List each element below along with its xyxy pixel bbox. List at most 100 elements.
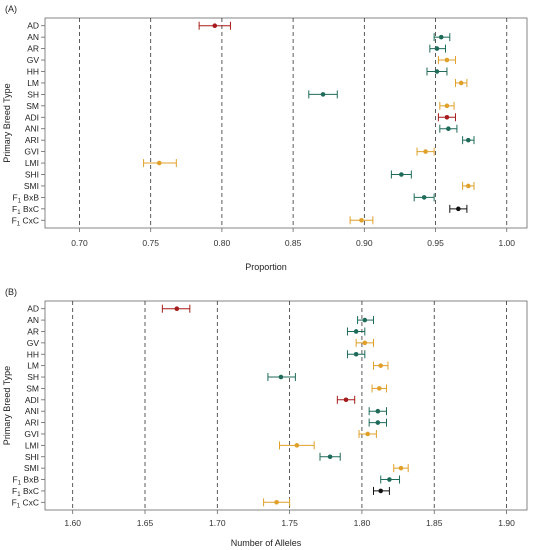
y-tick-label: F1 BxB <box>13 192 40 204</box>
data-point-sh <box>308 90 338 99</box>
y-tick-label: AD <box>27 21 39 31</box>
point-marker <box>399 172 404 177</box>
y-tick-label: GVI <box>24 429 39 439</box>
point-marker <box>376 386 382 391</box>
data-point-ad <box>198 21 231 30</box>
data-point-sh <box>267 373 296 382</box>
data-point-f1-bxb <box>380 475 401 484</box>
x-tick-label: 1.75 <box>281 518 298 528</box>
data-point-shi <box>319 452 341 461</box>
data-point-f1-bxb <box>413 193 435 202</box>
point-marker <box>423 149 428 154</box>
data-point-f1-cxc <box>349 216 374 225</box>
y-tick-label: F1 CxC <box>12 497 39 509</box>
point-marker <box>156 160 162 166</box>
data-point-smi <box>462 181 475 190</box>
data-point-lm <box>372 361 389 370</box>
x-tick-label: 1.70 <box>209 518 226 528</box>
y-tick-label: ADI <box>25 395 39 405</box>
y-tick-label: SMI <box>24 181 39 191</box>
point-marker <box>174 306 180 311</box>
data-point-f1-cxc <box>263 498 291 507</box>
x-tick-label: 1.80 <box>354 518 371 528</box>
plot-frame <box>44 17 528 229</box>
data-point-hh <box>426 67 448 76</box>
point-marker <box>365 431 371 437</box>
y-tick-label: SHI <box>25 452 39 462</box>
y-tick-label: AN <box>27 315 39 325</box>
point-marker <box>294 443 300 448</box>
data-point-ani <box>368 407 388 416</box>
data-point-gv <box>355 338 374 347</box>
point-marker <box>375 408 381 414</box>
data-point-an <box>433 33 451 42</box>
point-marker <box>444 114 450 120</box>
data-point-ari <box>462 136 475 145</box>
data-point-an <box>357 316 374 325</box>
point-marker <box>434 69 440 74</box>
y-tick-label: F1 BxC <box>12 204 39 216</box>
y-tick-label: SM <box>26 101 39 111</box>
point-marker <box>434 46 440 51</box>
data-point-f1-bxc <box>372 486 390 495</box>
point-marker <box>327 454 333 460</box>
data-point-sm <box>371 384 388 393</box>
point-marker <box>438 34 444 40</box>
point-marker <box>444 57 450 63</box>
data-point-adi <box>437 113 456 122</box>
y-tick-label: ANI <box>25 124 39 134</box>
y-tick-label: AD <box>27 304 39 314</box>
point-marker <box>362 317 368 323</box>
data-point-ar <box>346 327 366 336</box>
data-point-adi <box>336 395 356 404</box>
x-tick-label: 0.80 <box>214 238 231 248</box>
y-tick-label: LM <box>27 78 39 88</box>
x-tick-label: 0.95 <box>427 238 444 248</box>
x-axis-title: Proportion <box>245 262 287 272</box>
y-axis-title: Primary Breed Type <box>2 83 12 162</box>
x-tick-label: 0.90 <box>356 238 373 248</box>
x-tick-label: 1.60 <box>64 518 81 528</box>
y-tick-label: GV <box>27 55 40 65</box>
data-point-gv <box>437 56 456 65</box>
point-marker <box>446 126 451 132</box>
point-marker <box>320 92 326 97</box>
plot-frame <box>44 300 528 511</box>
point-marker <box>378 488 384 494</box>
x-tick-label: 1.65 <box>137 518 154 528</box>
data-point-smi <box>393 464 409 473</box>
data-point-gvi <box>416 147 435 156</box>
y-axis-title: Primary Breed Type <box>2 366 12 445</box>
data-point-lmi <box>143 159 177 168</box>
y-tick-label: AR <box>27 326 39 336</box>
y-tick-label: ADI <box>25 112 39 122</box>
y-tick-label: LM <box>27 361 39 371</box>
point-marker <box>212 23 218 29</box>
data-point-ad <box>161 304 191 313</box>
y-tick-label: GV <box>27 338 40 348</box>
data-point-sm <box>439 101 455 110</box>
y-tick-label: SH <box>27 372 39 382</box>
point-marker <box>353 351 359 357</box>
data-point-ari <box>368 418 388 427</box>
point-marker <box>444 103 450 109</box>
y-tick-label: AN <box>27 32 39 42</box>
y-tick-label: SM <box>26 383 39 393</box>
data-point-ani <box>439 124 458 133</box>
point-marker <box>274 500 279 505</box>
panel-label: (B) <box>5 287 17 297</box>
point-marker <box>387 477 392 482</box>
point-marker <box>398 465 404 471</box>
y-tick-label: HH <box>27 349 39 359</box>
point-marker <box>375 420 381 425</box>
y-tick-label: SMI <box>24 463 39 473</box>
point-marker <box>353 329 359 334</box>
y-tick-label: HH <box>27 67 39 77</box>
data-point-gvi <box>358 429 377 438</box>
data-point-lmi <box>278 441 315 450</box>
y-tick-label: AR <box>27 44 39 54</box>
y-tick-label: ANI <box>25 406 39 416</box>
point-marker <box>359 217 364 223</box>
data-point-ar <box>429 44 447 53</box>
